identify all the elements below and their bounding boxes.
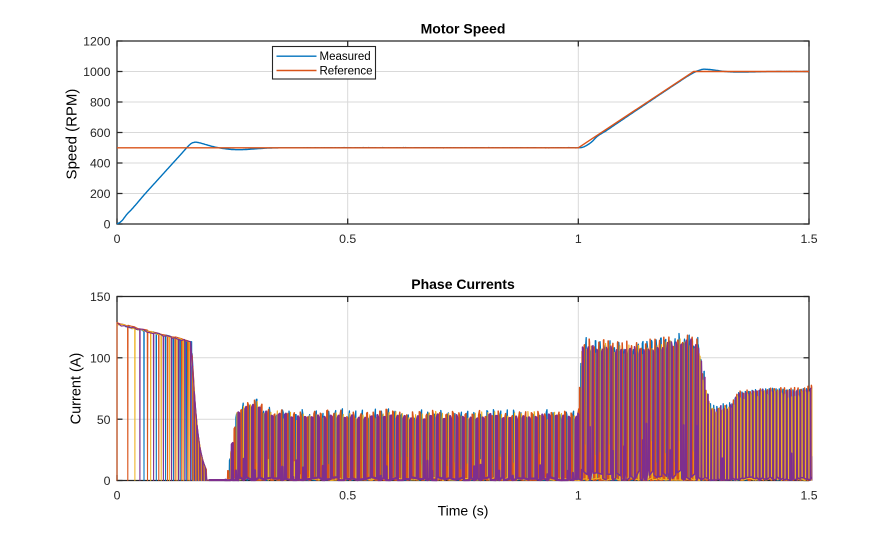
svg-text:Motor Speed: Motor Speed bbox=[421, 21, 506, 37]
svg-text:Reference: Reference bbox=[320, 65, 373, 77]
svg-text:0: 0 bbox=[104, 474, 111, 488]
svg-text:100: 100 bbox=[90, 352, 111, 366]
svg-text:400: 400 bbox=[90, 157, 111, 171]
svg-text:Time (s): Time (s) bbox=[438, 503, 489, 519]
svg-text:50: 50 bbox=[97, 413, 111, 427]
svg-text:600: 600 bbox=[90, 126, 111, 140]
svg-text:800: 800 bbox=[90, 96, 111, 110]
svg-text:Speed (RPM): Speed (RPM) bbox=[64, 89, 81, 180]
svg-text:0.5: 0.5 bbox=[339, 489, 356, 503]
svg-text:0: 0 bbox=[114, 489, 121, 503]
svg-text:0: 0 bbox=[114, 232, 121, 246]
svg-text:Current (A): Current (A) bbox=[69, 353, 85, 425]
svg-text:Measured: Measured bbox=[320, 51, 371, 63]
svg-text:1200: 1200 bbox=[83, 35, 111, 49]
svg-text:1.5: 1.5 bbox=[800, 232, 817, 246]
svg-text:150: 150 bbox=[90, 290, 111, 304]
svg-text:1.5: 1.5 bbox=[800, 489, 817, 503]
svg-text:1000: 1000 bbox=[83, 65, 111, 79]
svg-text:1: 1 bbox=[575, 232, 582, 246]
svg-text:0.5: 0.5 bbox=[339, 232, 356, 246]
svg-text:200: 200 bbox=[90, 187, 111, 201]
svg-text:Phase Currents: Phase Currents bbox=[411, 276, 515, 292]
svg-text:1: 1 bbox=[575, 489, 582, 503]
svg-text:0: 0 bbox=[104, 218, 111, 232]
